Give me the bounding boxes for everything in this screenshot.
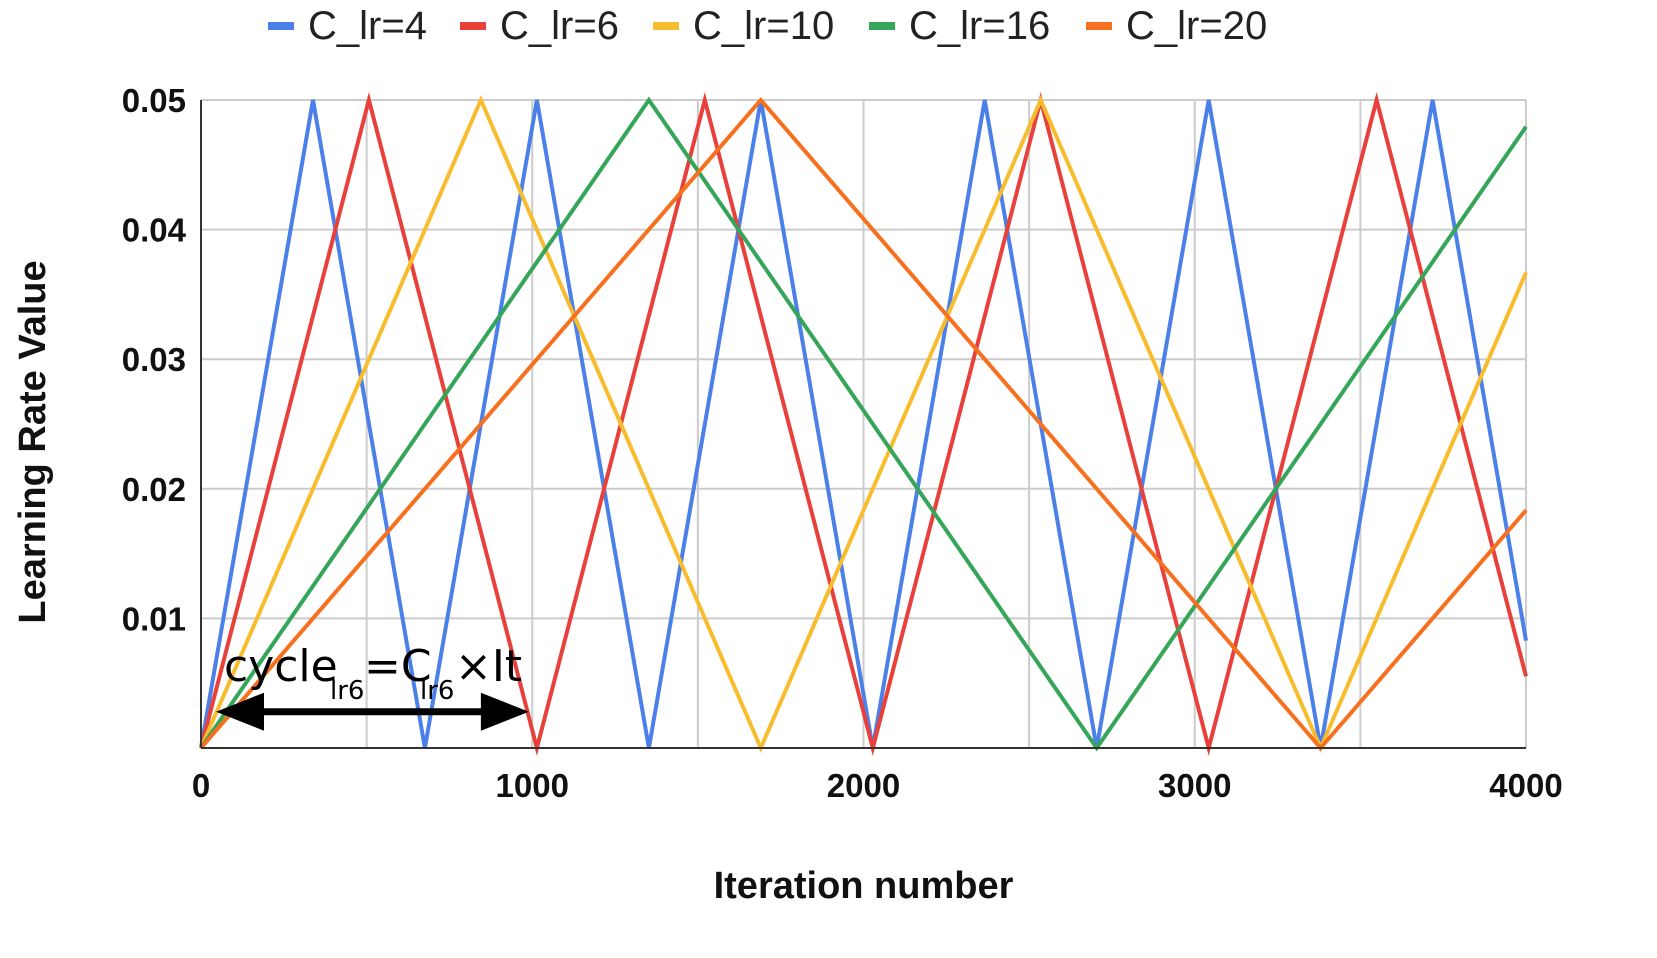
series-line-c-lr-20	[199, 96, 1528, 752]
legend-swatch	[653, 22, 679, 30]
annotation-cycle-text: cycle	[224, 641, 338, 692]
x-tick-label: 0	[192, 767, 210, 804]
annotation-equals-text: =C	[364, 641, 432, 692]
legend-swatch	[460, 22, 486, 30]
legend-label: C_lr=16	[909, 4, 1050, 48]
x-tick-label: 3000	[1158, 767, 1231, 804]
legend-label: C_lr=10	[693, 4, 834, 48]
annotation-subscript: lr6	[420, 676, 454, 706]
y-tick-label: 0.05	[122, 82, 186, 119]
legend-swatch	[268, 22, 294, 30]
x-tick-label: 1000	[496, 767, 569, 804]
legend-label: C_lr=4	[308, 4, 427, 48]
grid	[201, 99, 1527, 748]
annotation-arrow-left-head	[216, 692, 264, 731]
annotation-subscript: lr6	[330, 676, 364, 706]
annotation-arrow-right-head	[480, 692, 529, 731]
y-tick-label: 0.01	[122, 600, 186, 637]
y-tick-label: 0.03	[122, 341, 186, 378]
y-tick-label: 0.04	[122, 212, 187, 249]
annotation-tail-text: ×It	[455, 641, 522, 692]
axes: 0 1000 2000 3000 4000 0.01 0.02 0.03 0.04 0.05 Ite…	[12, 82, 1563, 907]
legend-swatch	[869, 22, 895, 30]
legend-swatch	[1086, 22, 1112, 30]
legend-label: C_lr=6	[500, 4, 619, 48]
x-axis-title: Iteration number	[714, 865, 1014, 907]
series-line-c-lr-16	[199, 96, 1528, 752]
y-axis-title: Learning Rate Value	[12, 260, 54, 623]
x-tick-label: 2000	[827, 767, 900, 804]
legend-label: C_lr=20	[1126, 4, 1267, 48]
x-tick-label: 4000	[1489, 767, 1562, 804]
y-tick-label: 0.02	[122, 471, 186, 508]
legend: C_lr=4 C_lr=6 C_lr=10 C_lr=16 C_lr=20	[268, 4, 1267, 48]
series-line-c-lr-10	[199, 94, 1528, 754]
